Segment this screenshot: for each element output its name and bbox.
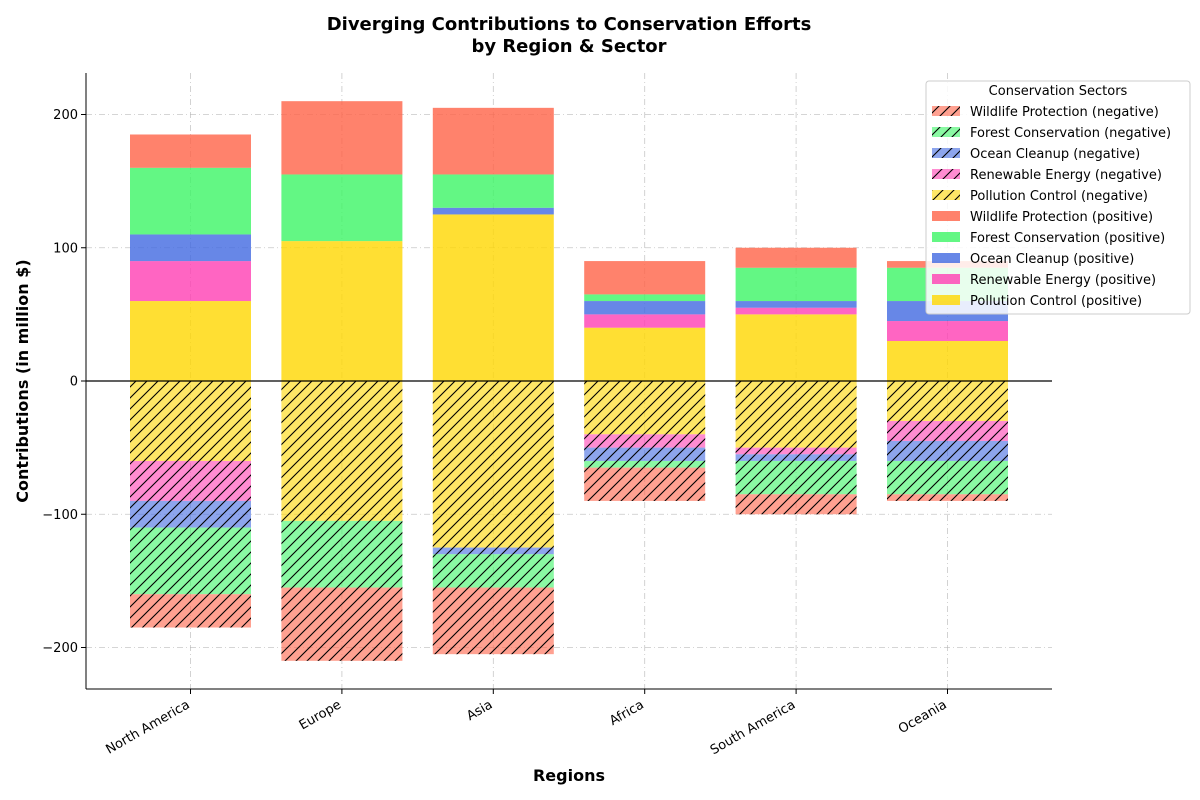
bar-negative-hatch	[281, 587, 403, 661]
legend-swatch-hatch	[932, 127, 960, 137]
bar-negative-hatch	[281, 381, 403, 521]
bar-negative-hatch	[130, 527, 251, 595]
bar-negative-hatch	[130, 594, 251, 628]
bar-negative-hatch	[735, 381, 857, 448]
bar-negative-hatch	[130, 460, 251, 501]
legend-label: Renewable Energy (negative)	[970, 168, 1162, 183]
bar-negative-hatch	[735, 454, 857, 461]
x-tick-label: Oceania	[896, 697, 950, 737]
x-tick-label: North America	[103, 697, 192, 757]
x-tick-label: Asia	[464, 697, 495, 724]
bar-positive	[735, 314, 857, 381]
legend-label: Forest Conservation (negative)	[970, 126, 1171, 141]
bar-positive	[130, 301, 251, 381]
y-tick-label: −100	[42, 508, 78, 523]
legend-label: Pollution Control (negative)	[970, 189, 1148, 204]
bar-negative-hatch	[432, 554, 554, 588]
bar-positive	[281, 174, 403, 242]
x-axis-label: Regions	[533, 766, 605, 785]
legend-title: Conservation Sectors	[989, 84, 1128, 99]
legend-label: Wildlife Protection (positive)	[970, 210, 1153, 225]
legend-swatch-hatch	[932, 148, 960, 158]
bar-positive	[130, 134, 251, 168]
legend-swatch	[932, 274, 960, 284]
bar-positive	[130, 167, 251, 235]
bar-negative-hatch	[887, 420, 1008, 441]
bar-positive	[735, 267, 857, 302]
bar-negative-hatch	[432, 381, 554, 548]
bar-positive	[887, 341, 1008, 381]
bar-negative-hatch	[584, 467, 706, 501]
legend: Conservation Sectors Wildlife Protection …	[925, 80, 1191, 315]
legend-swatch-hatch	[932, 106, 960, 116]
bar-negative-hatch	[887, 440, 1008, 461]
bar-negative-hatch	[887, 494, 1008, 501]
chart-title-line2: by Region & Sector	[471, 36, 666, 57]
legend-label: Ocean Cleanup (positive)	[970, 252, 1134, 267]
legend-label: Forest Conservation (positive)	[970, 231, 1165, 246]
legend-swatch	[932, 211, 960, 221]
legend-swatch-hatch	[932, 169, 960, 179]
legend-swatch	[932, 295, 960, 305]
bar-positive	[735, 301, 857, 308]
bar-positive	[735, 247, 857, 268]
bar-negative-hatch	[584, 460, 706, 468]
bar-negative-hatch	[887, 460, 1008, 495]
bar-positive	[432, 107, 554, 175]
legend-label: Ocean Cleanup (negative)	[970, 147, 1140, 162]
legend-swatch-hatch	[932, 190, 960, 200]
x-tick-label: Europe	[297, 697, 344, 733]
legend-label: Wildlife Protection (negative)	[970, 105, 1159, 120]
legend-swatch	[932, 232, 960, 242]
x-tick-label: Africa	[607, 697, 647, 729]
y-tick-label: −200	[42, 641, 78, 656]
bar-negative-hatch	[584, 434, 706, 448]
bars	[130, 101, 1008, 661]
legend-label: Pollution Control (positive)	[970, 294, 1142, 309]
y-tick-label: 100	[53, 241, 78, 256]
bar-negative-hatch	[735, 494, 857, 515]
bar-positive	[281, 101, 403, 175]
bar-negative-hatch	[887, 381, 1008, 421]
legend-swatch	[932, 253, 960, 263]
bar-negative-hatch	[130, 381, 251, 461]
bar-positive	[887, 321, 1008, 342]
bar-positive	[432, 174, 554, 208]
bar-negative-hatch	[584, 381, 706, 435]
legend-box	[925, 80, 1191, 315]
bar-positive	[584, 294, 706, 302]
y-tick-label: 0	[70, 375, 78, 390]
bar-positive	[432, 214, 554, 381]
x-tick-label: South America	[708, 697, 798, 758]
bar-positive	[584, 327, 706, 381]
bar-positive	[130, 261, 251, 302]
bar-negative-hatch	[584, 447, 706, 461]
bar-negative-hatch	[281, 520, 403, 588]
bar-positive	[584, 301, 706, 315]
bar-positive	[584, 261, 706, 295]
bar-negative-hatch	[432, 547, 554, 555]
bar-negative-hatch	[432, 587, 554, 655]
bar-positive	[432, 207, 554, 215]
bar-negative-hatch	[735, 460, 857, 495]
bar-negative-hatch	[130, 500, 251, 528]
bar-positive	[130, 234, 251, 262]
bar-positive	[735, 307, 857, 315]
bar-negative-hatch	[735, 447, 857, 455]
legend-label: Renewable Energy (positive)	[970, 273, 1156, 288]
y-tick-label: 200	[53, 108, 78, 123]
y-axis-label: Contributions (in million $)	[13, 259, 32, 502]
bar-positive	[281, 241, 403, 381]
chart-title-line1: Diverging Contributions to Conservation …	[327, 14, 812, 35]
bar-positive	[584, 314, 706, 328]
